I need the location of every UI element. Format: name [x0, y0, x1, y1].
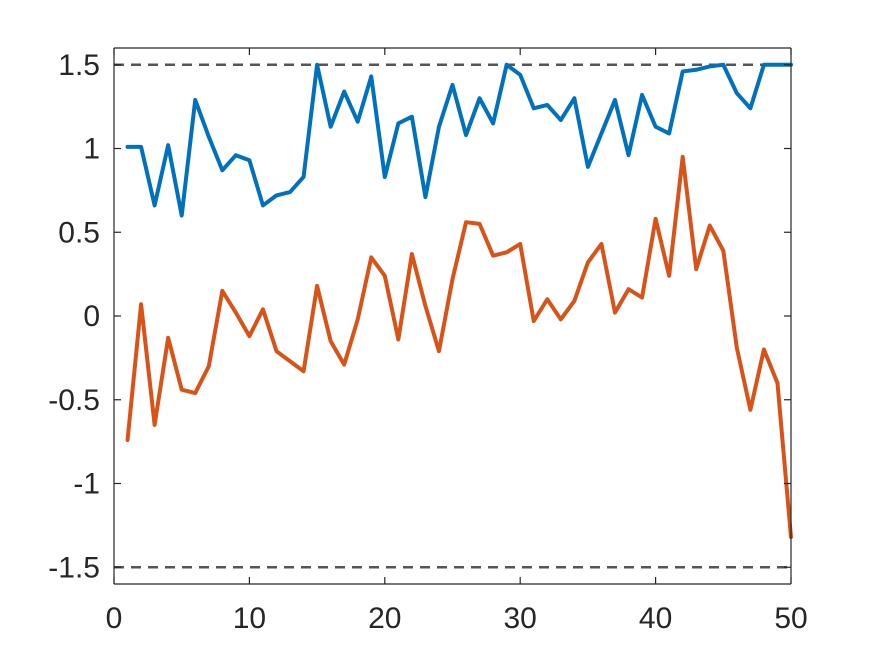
y-tick-label: -1.5: [48, 551, 100, 584]
y-tick-label: 1: [83, 133, 100, 166]
y-tick-label: 0.5: [58, 216, 100, 249]
y-tick-label: 1.5: [58, 49, 100, 82]
series-lines: [125, 62, 793, 540]
reference-lines: [114, 63, 791, 569]
x-tick-label: 10: [233, 602, 266, 635]
x-tick-label: 20: [368, 602, 401, 635]
x-tick-label: 50: [774, 602, 807, 635]
x-tick-label: 40: [639, 602, 672, 635]
y-tick-label: -1: [73, 468, 100, 501]
x-tick-label: 30: [504, 602, 537, 635]
y-tick-label: -0.5: [48, 384, 100, 417]
series-line-1: [125, 154, 793, 540]
x-axis-ticks: 0 10 20 30 40 50: [106, 48, 808, 635]
y-tick-label: 0: [83, 300, 100, 333]
series-line-0: [125, 62, 793, 218]
x-tick-label: 0: [106, 602, 123, 635]
plot-area: [114, 48, 791, 584]
y-axis-ticks: 1.5 1 0.5 0 -0.5 -1 -1.5: [48, 49, 791, 584]
